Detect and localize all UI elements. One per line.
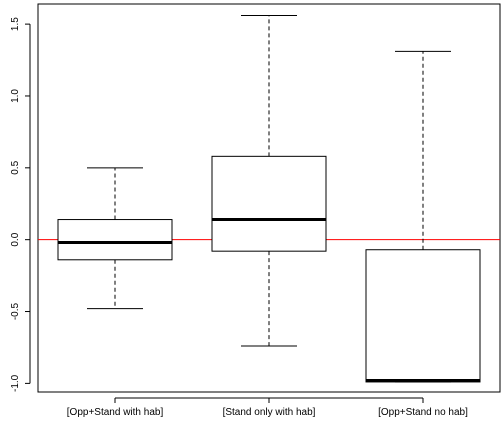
x-axis: [Opp+Stand with hab] [Stand only with hab… (67, 397, 468, 418)
y-tick-label: -0.5 (10, 302, 21, 320)
y-tick-label: 0.0 (10, 232, 21, 246)
x-tick-label: [Stand only with hab] (223, 407, 316, 418)
plot-frame (37, 3, 501, 393)
y-tick-label: 1.5 (10, 17, 21, 31)
x-tick-label: [Opp+Stand no hab] (378, 407, 468, 418)
box-iqr (211, 155, 327, 252)
y-axis: -1.0 -0.5 0.0 0.5 1.0 1.5 (10, 17, 31, 392)
x-tick-label: [Opp+Stand with hab] (67, 407, 164, 418)
box-group (57, 167, 173, 310)
y-tick-label: -1.0 (10, 374, 21, 392)
box-group (211, 14, 327, 347)
box-iqr (57, 219, 173, 261)
box-group (365, 50, 481, 383)
boxes-group (57, 14, 481, 383)
box-iqr (365, 249, 481, 383)
y-tick-label: 0.5 (10, 160, 21, 174)
y-tick-label: 1.0 (10, 89, 21, 103)
